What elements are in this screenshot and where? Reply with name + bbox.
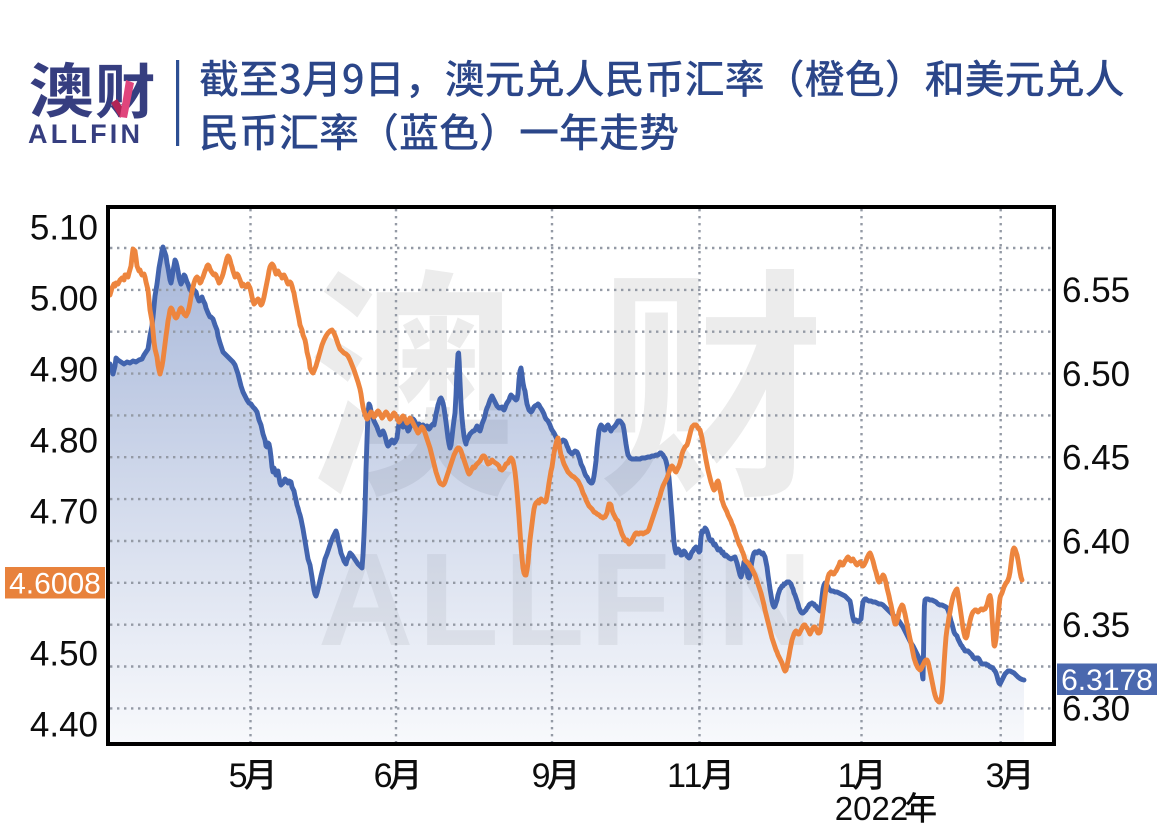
svg-text:6.35: 6.35 [1062,606,1130,645]
svg-text:5.10: 5.10 [30,208,98,247]
svg-text:6.3178: 6.3178 [1061,664,1153,697]
svg-text:6: 6 [374,757,393,795]
svg-text:4.70: 4.70 [30,492,98,531]
svg-text:ALLFIN: ALLFIN [28,119,143,149]
svg-text:5.00: 5.00 [30,279,98,318]
svg-text:6.50: 6.50 [1062,355,1130,394]
svg-text:11: 11 [667,757,702,795]
svg-text:3: 3 [986,757,1005,795]
svg-text:4.6008: 4.6008 [9,568,101,601]
svg-text:6.55: 6.55 [1062,271,1130,310]
svg-text:6.30: 6.30 [1062,690,1130,729]
svg-text:6.45: 6.45 [1062,439,1130,478]
svg-text:2022: 2022 [835,790,908,827]
svg-text:5: 5 [229,757,248,795]
svg-text:1: 1 [838,757,857,795]
svg-text:9: 9 [532,757,551,795]
svg-text:4.80: 4.80 [30,421,98,460]
svg-text:4.40: 4.40 [30,705,98,744]
svg-text:4.50: 4.50 [30,634,98,673]
svg-text:6.40: 6.40 [1062,522,1130,561]
svg-text:4.90: 4.90 [30,350,98,389]
